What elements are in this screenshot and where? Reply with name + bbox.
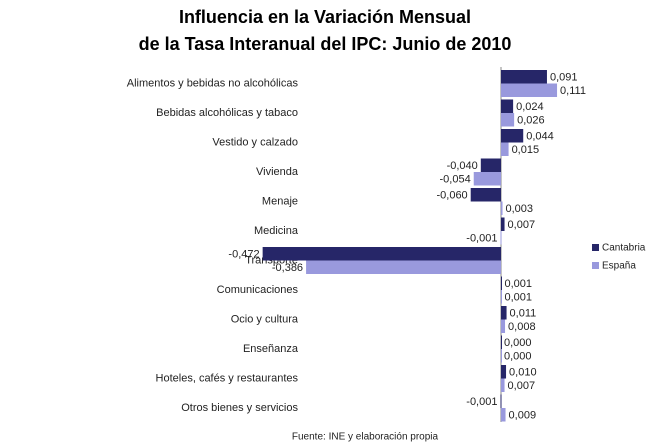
bar	[501, 349, 502, 363]
bar	[306, 260, 501, 274]
category-label: Medicina	[254, 225, 299, 237]
bar	[500, 231, 502, 245]
legend-swatch	[592, 262, 599, 269]
category-label: Bebidas alcohólicas y tabaco	[156, 107, 298, 119]
value-label: 0,008	[508, 321, 536, 333]
bar	[501, 83, 558, 97]
bar	[501, 201, 503, 215]
value-label: 0,009	[509, 410, 537, 422]
legend-label: España	[602, 261, 636, 272]
category-label: Vivienda	[256, 166, 299, 178]
bar	[501, 217, 505, 231]
value-label: 0,026	[517, 115, 545, 127]
bar	[501, 70, 547, 84]
bar	[500, 394, 502, 408]
bar	[480, 158, 501, 172]
chart-title: de la Tasa Interanual del IPC: Junio de …	[139, 34, 512, 54]
bar	[262, 247, 501, 261]
value-label: -0,001	[466, 396, 497, 408]
value-label: -0,060	[436, 190, 467, 202]
value-label: 0,091	[550, 72, 578, 84]
bar	[501, 378, 505, 392]
bar	[501, 408, 506, 422]
bar	[501, 335, 502, 349]
category-label: Comunicaciones	[217, 284, 299, 296]
value-label: 0,007	[508, 380, 536, 392]
value-label: 0,000	[504, 337, 532, 349]
category-label: Otros bienes y servicios	[181, 402, 298, 414]
value-label: 0,011	[510, 308, 537, 320]
category-label: Enseñanza	[243, 343, 299, 355]
bar	[501, 276, 502, 290]
bar	[501, 99, 514, 113]
bar	[473, 172, 501, 186]
value-label: 0,024	[516, 101, 544, 113]
bar	[501, 365, 507, 379]
bar	[501, 142, 509, 156]
value-label: 0,007	[508, 219, 536, 231]
value-label: -0,040	[447, 160, 478, 172]
value-label: 0,003	[506, 203, 534, 215]
source-note: Fuente: INE y elaboración propia	[292, 432, 439, 443]
value-label: 0,015	[512, 144, 540, 156]
category-label: Hoteles, cafés y restaurantes	[156, 372, 299, 384]
legend-swatch	[592, 244, 599, 251]
category-label: Alimentos y bebidas no alcohólicas	[127, 77, 299, 89]
category-label: Vestido y calzado	[212, 136, 298, 148]
value-label: 0,001	[505, 292, 533, 304]
value-label: 0,010	[509, 367, 537, 379]
value-label: 0,111	[560, 85, 586, 97]
value-label: -0,472	[228, 249, 259, 261]
bar	[501, 290, 502, 304]
bar	[501, 319, 506, 333]
legend-label: Cantabria	[602, 243, 646, 254]
bar	[501, 129, 524, 143]
bar	[470, 188, 501, 202]
value-label: 0,044	[526, 131, 554, 143]
category-label: Menaje	[262, 195, 298, 207]
chart-title: Influencia en la Variación Mensual	[179, 7, 471, 27]
category-label: Ocio y cultura	[231, 313, 299, 325]
value-label: 0,001	[505, 278, 533, 290]
value-label: -0,001	[466, 233, 497, 245]
value-label: 0,000	[504, 351, 532, 363]
bar	[501, 306, 507, 320]
value-label: -0,386	[272, 262, 303, 274]
value-label: -0,054	[440, 174, 471, 186]
bar	[501, 113, 515, 127]
